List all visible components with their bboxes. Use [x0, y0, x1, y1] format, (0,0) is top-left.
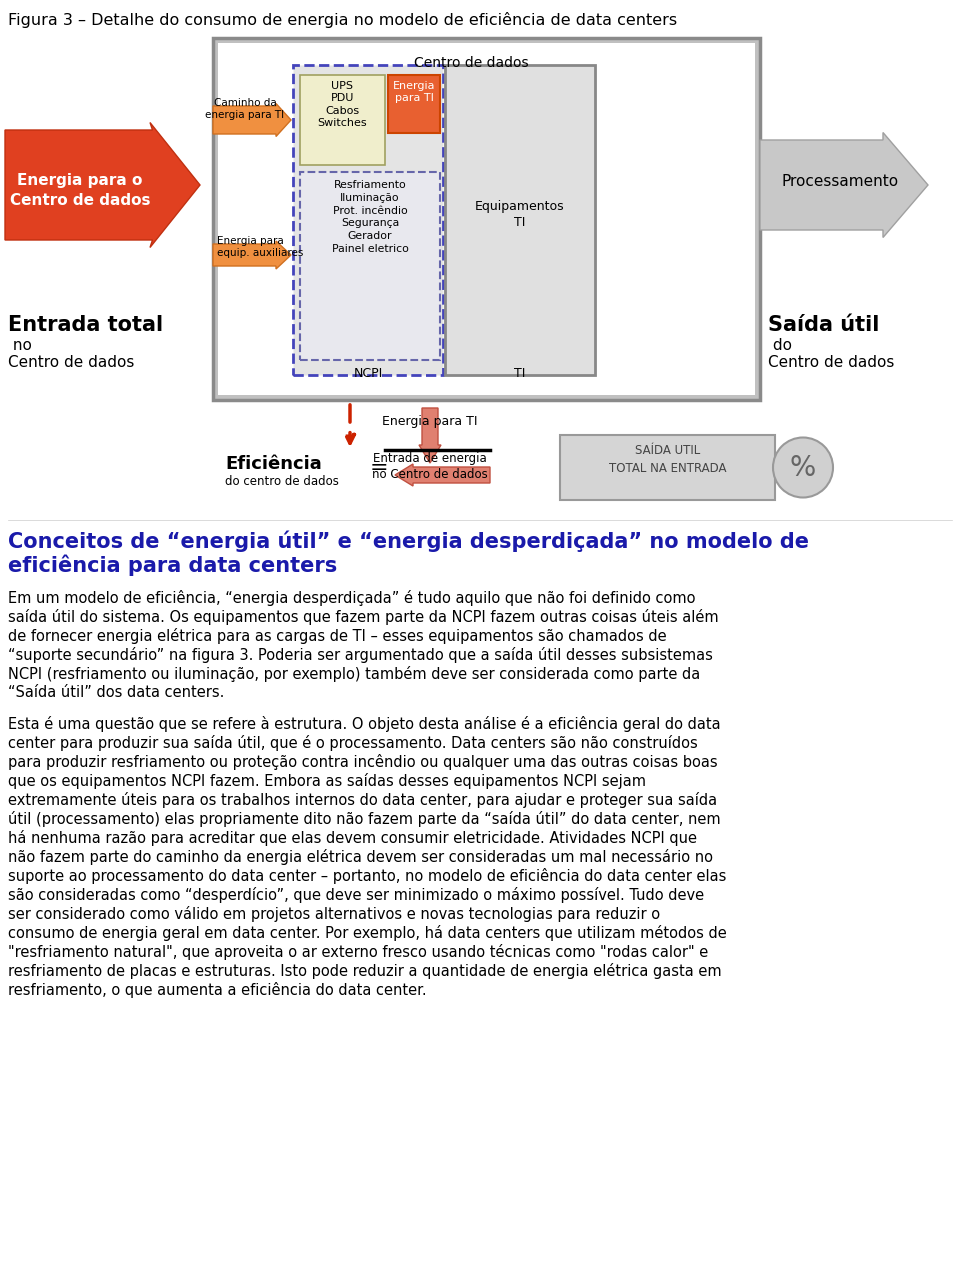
Text: "resfriamento natural", que aproveita o ar externo fresco usando técnicas como ": "resfriamento natural", que aproveita o …: [8, 943, 708, 960]
Text: não fazem parte do caminho da energia elétrica devem ser consideradas um mal nec: não fazem parte do caminho da energia el…: [8, 850, 713, 865]
Text: =: =: [370, 458, 389, 478]
Text: TI: TI: [515, 366, 526, 380]
Text: Processamento: Processamento: [781, 175, 899, 189]
FancyArrow shape: [213, 241, 291, 269]
Text: há nenhuma razão para acreditar que elas devem consumir eletricidade. Atividades: há nenhuma razão para acreditar que elas…: [8, 831, 697, 846]
Text: Centro de dados: Centro de dados: [414, 56, 529, 70]
Bar: [213, 38, 760, 399]
Bar: [388, 75, 440, 133]
Text: Centro de dados: Centro de dados: [768, 355, 895, 370]
FancyArrow shape: [213, 104, 291, 137]
Bar: [300, 172, 440, 360]
Text: são consideradas como “desperdício”, que deve ser minimizado o máximo possível. : são consideradas como “desperdício”, que…: [8, 888, 704, 903]
Text: Energia para o
Centro de dados: Energia para o Centro de dados: [10, 172, 151, 208]
Text: %: %: [790, 454, 816, 482]
Text: Caminho da
energia para TI: Caminho da energia para TI: [205, 98, 284, 120]
Text: no: no: [8, 339, 32, 353]
Text: NCPI: NCPI: [353, 366, 383, 380]
FancyArrow shape: [760, 132, 928, 237]
Text: Equipamentos
TI: Equipamentos TI: [475, 200, 564, 230]
Text: Figura 3 – Detalhe do consumo de energia no modelo de eficiência de data centers: Figura 3 – Detalhe do consumo de energia…: [8, 11, 677, 28]
Text: resfriamento de placas e estruturas. Isto pode reduzir a quantidade de energia e: resfriamento de placas e estruturas. Ist…: [8, 962, 722, 979]
Bar: [293, 65, 443, 375]
Text: NCPI (resfriamento ou iluminação, por exemplo) também deve ser considerada como : NCPI (resfriamento ou iluminação, por ex…: [8, 666, 700, 682]
Text: Energia para
equip. auxiliares: Energia para equip. auxiliares: [217, 236, 303, 259]
Text: Eficiência: Eficiência: [225, 455, 322, 473]
Text: do centro de dados: do centro de dados: [225, 476, 339, 488]
FancyArrow shape: [5, 123, 200, 247]
Text: “Saída útil” dos data centers.: “Saída útil” dos data centers.: [8, 685, 225, 700]
Circle shape: [773, 437, 833, 497]
Text: de fornecer energia elétrica para as cargas de TI – esses equipamentos são chama: de fornecer energia elétrica para as car…: [8, 628, 666, 644]
Bar: [300, 75, 385, 165]
Text: UPS
PDU
Cabos
Switches: UPS PDU Cabos Switches: [318, 81, 368, 128]
Text: Em um modelo de eficiência, “energia desperdiçada” é tudo aquilo que não foi def: Em um modelo de eficiência, “energia des…: [8, 590, 695, 606]
Text: consumo de energia geral em data center. Por exemplo, há data centers que utiliz: consumo de energia geral em data center.…: [8, 924, 727, 941]
Text: “suporte secundário” na figura 3. Poderia ser argumentado que a saída útil desse: “suporte secundário” na figura 3. Poderi…: [8, 647, 713, 663]
Bar: [445, 65, 595, 375]
Text: resfriamento, o que aumenta a eficiência do data center.: resfriamento, o que aumenta a eficiência…: [8, 981, 426, 998]
Text: Energia
para TI: Energia para TI: [393, 81, 435, 104]
Bar: [560, 435, 775, 500]
FancyArrow shape: [419, 408, 441, 463]
Text: útil (processamento) elas propriamente dito não fazem parte da “saída útil” do d: útil (processamento) elas propriamente d…: [8, 812, 721, 827]
Text: extremamente úteis para os trabalhos internos do data center, para ajudar e prot: extremamente úteis para os trabalhos int…: [8, 792, 717, 808]
FancyArrow shape: [395, 464, 490, 486]
Text: suporte ao processamento do data center – portanto, no modelo de eficiência do d: suporte ao processamento do data center …: [8, 869, 727, 884]
Bar: [218, 43, 755, 396]
Text: Conceitos de “energia útil” e “energia desperdiçada” no modelo de: Conceitos de “energia útil” e “energia d…: [8, 530, 809, 552]
Text: do: do: [768, 339, 792, 353]
Text: Entrada total: Entrada total: [8, 314, 163, 335]
Text: SAÍDA UTIL
TOTAL NA ENTRADA: SAÍDA UTIL TOTAL NA ENTRADA: [609, 445, 727, 474]
Text: que os equipamentos NCPI fazem. Embora as saídas desses equipamentos NCPI sejam: que os equipamentos NCPI fazem. Embora a…: [8, 773, 646, 789]
Text: Entrada de energia
no Centro de dados: Entrada de energia no Centro de dados: [372, 451, 488, 481]
Text: center para produzir sua saída útil, que é o processamento. Data centers são não: center para produzir sua saída útil, que…: [8, 735, 698, 751]
Text: Centro de dados: Centro de dados: [8, 355, 134, 370]
Text: ser considerado como válido em projetos alternativos e novas tecnologias para re: ser considerado como válido em projetos …: [8, 907, 660, 922]
Text: eficiência para data centers: eficiência para data centers: [8, 555, 337, 577]
Text: para produzir resfriamento ou proteção contra incêndio ou qualquer uma das outra: para produzir resfriamento ou proteção c…: [8, 754, 718, 770]
Text: saída útil do sistema. Os equipamentos que fazem parte da NCPI fazem outras cois: saída útil do sistema. Os equipamentos q…: [8, 609, 719, 625]
Text: Esta é uma questão que se refere à estrutura. O objeto desta análise é a eficiên: Esta é uma questão que se refere à estru…: [8, 716, 721, 732]
Text: Resfriamento
Iluminação
Prot. incêndio
Segurança
Gerador
Painel eletrico: Resfriamento Iluminação Prot. incêndio S…: [331, 180, 408, 254]
Text: Saída útil: Saída útil: [768, 314, 879, 335]
Text: Energia para TI: Energia para TI: [382, 415, 478, 429]
